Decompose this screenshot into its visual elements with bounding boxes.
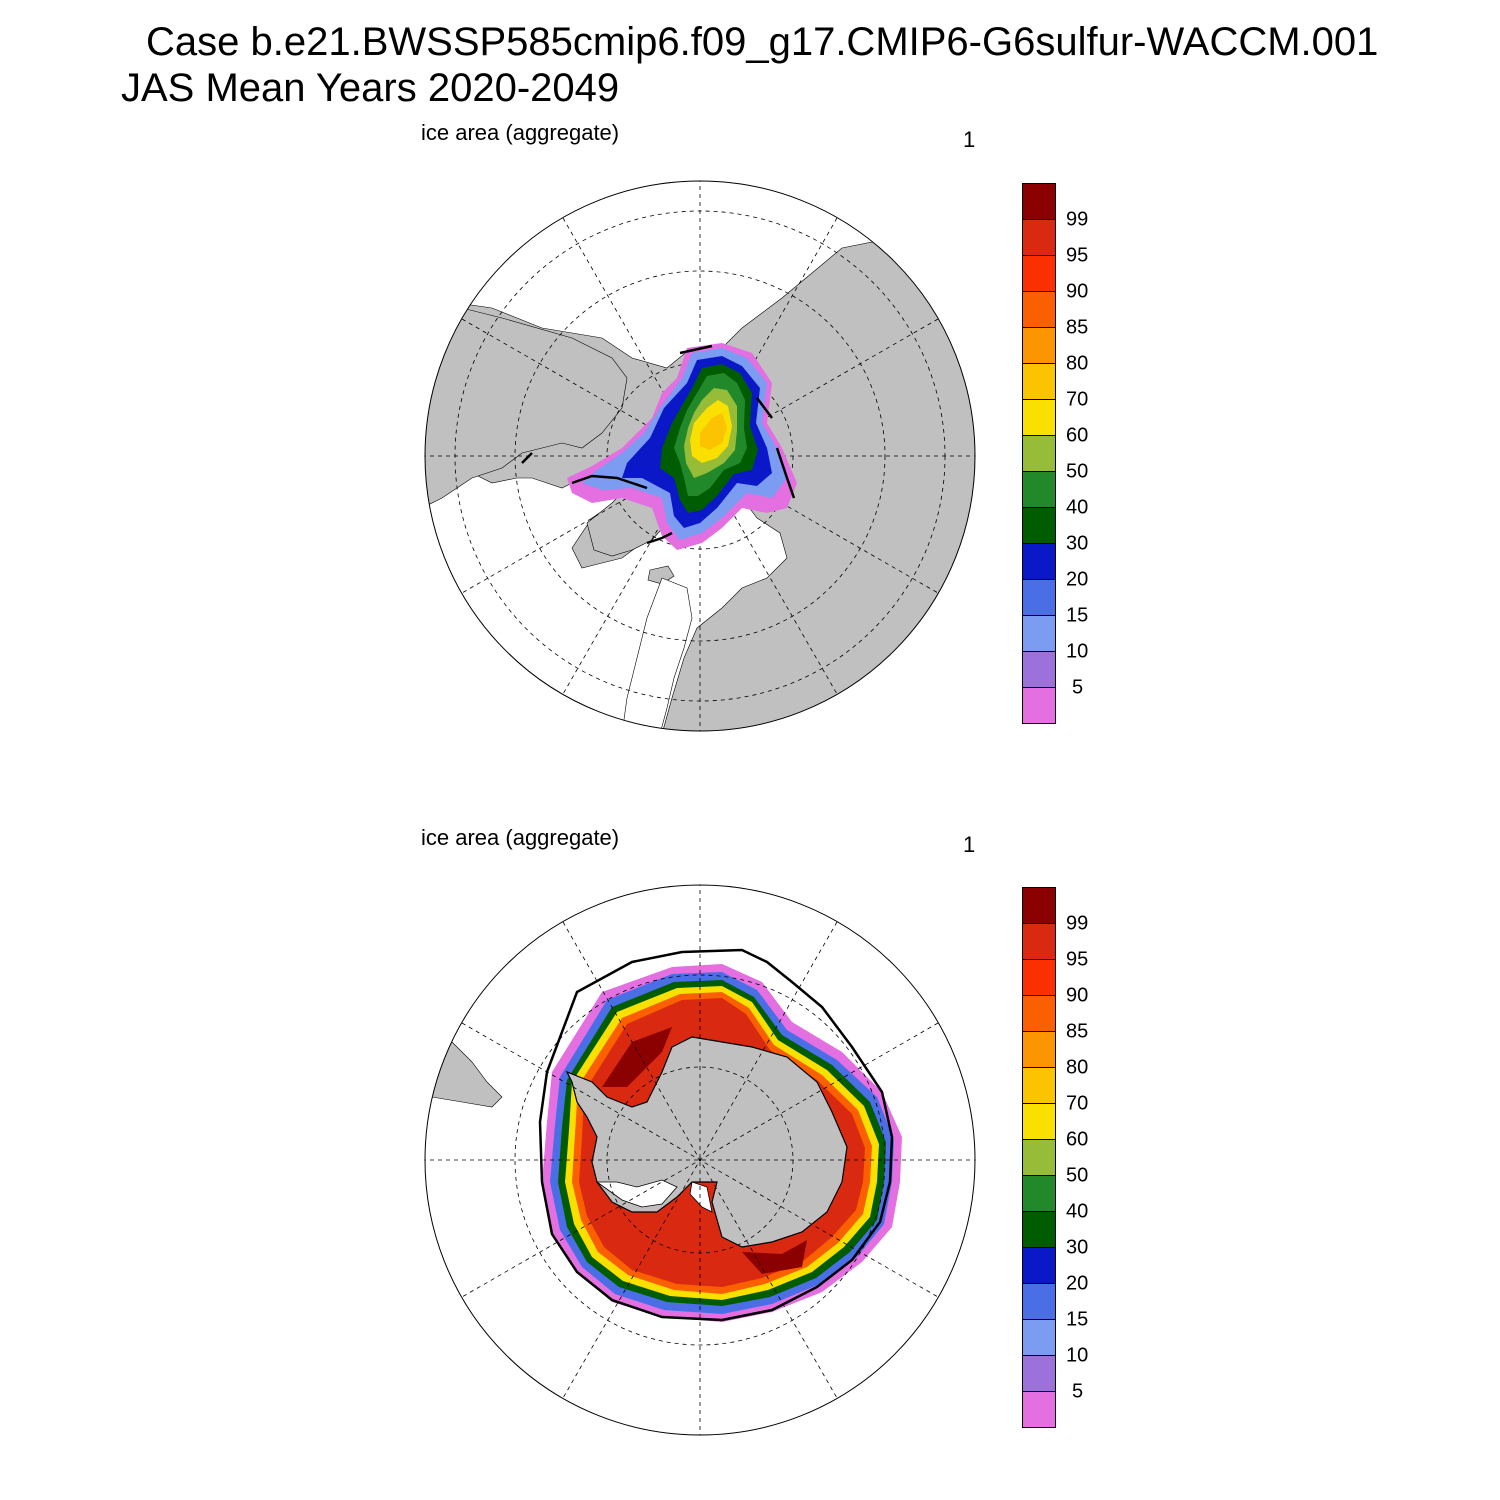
north-colorbar-box-0 [1022,687,1056,724]
south-colorbar-box-7 [1022,1139,1056,1176]
south-colorbar-box-14 [1022,887,1056,924]
south-colorbar-box-13 [1022,923,1056,960]
south-colorbar-box-4 [1022,1247,1056,1284]
north-sea-ice [567,343,797,550]
north-colorbar-box-12 [1022,255,1056,292]
south-map-border [424,884,976,1436]
south-colorbar-label: 20 [1066,1273,1088,1295]
north-colorbar-box-10 [1022,327,1056,364]
south-panel-right-label: 1 [963,832,976,857]
south-colorbar-box-10 [1022,1031,1056,1068]
north-colorbar-label: 99 [1066,209,1088,231]
north-colorbar-box-1 [1022,651,1056,688]
south-colorbar-label: 10 [1066,1345,1088,1367]
south-ice-shelf-ross [595,1179,678,1208]
north-colorbar-box-3 [1022,579,1056,616]
north-colorbar-box-5 [1022,507,1056,544]
south-colorbar-label: 15 [1066,1309,1088,1331]
north-polar-map [424,180,976,732]
north-colorbar-box-4 [1022,543,1056,580]
north-colorbar-label: 95 [1066,245,1088,267]
south-ice-edge-contour [538,948,894,1322]
north-colorbar-label: 80 [1066,353,1088,375]
south-colorbar-box-8 [1022,1103,1056,1140]
south-colorbar-label: 95 [1066,949,1088,971]
south-panel-left-label: ice area (aggregate) [421,825,620,850]
figure-title-line2: JAS Mean Years 2020-2049 [121,66,620,110]
south-colorbar-box-6 [1022,1175,1056,1212]
south-graticule [425,885,975,1435]
north-panel-left-label: ice area (aggregate) [421,120,620,145]
south-colorbar-label: 90 [1066,985,1088,1007]
south-colorbar-label: 80 [1066,1057,1088,1079]
north-colorbar-label: 5 [1072,677,1083,699]
north-colorbar-label: 40 [1066,497,1088,519]
north-graticule [425,181,975,731]
south-colorbar-label: 85 [1066,1021,1088,1043]
north-panel-right-label: 1 [963,127,976,152]
south-colorbar: 99 95 90 85 80 70 60 50 40 30 20 15 10 5 [1022,887,1088,1428]
north-colorbar-label: 70 [1066,389,1088,411]
south-colorbar-box-0 [1022,1391,1056,1428]
south-colorbar-box-3 [1022,1283,1056,1320]
north-colorbar: 99 95 90 85 80 70 60 50 40 30 20 15 10 5 [1022,183,1088,724]
south-colorbar-box-5 [1022,1211,1056,1248]
south-colorbar-label: 40 [1066,1201,1088,1223]
south-colorbar-label: 60 [1066,1129,1088,1151]
south-colorbar-label: 5 [1072,1381,1083,1403]
north-colorbar-label: 90 [1066,281,1088,303]
south-colorbar-label: 50 [1066,1165,1088,1187]
north-colorbar-label: 60 [1066,425,1088,447]
north-colorbar-box-14 [1022,183,1056,220]
north-colorbar-label: 50 [1066,461,1088,483]
north-colorbar-box-7 [1022,435,1056,472]
north-colorbar-label: 15 [1066,605,1088,627]
north-land-iceland [647,565,675,585]
south-colorbar-box-12 [1022,959,1056,996]
north-colorbar-box-6 [1022,471,1056,508]
south-colorbar-box-11 [1022,995,1056,1032]
north-colorbar-box-2 [1022,615,1056,652]
figure-title-line1: Case b.e21.BWSSP585cmip6.f09_g17.CMIP6-G… [146,20,1379,64]
north-colorbar-box-13 [1022,219,1056,256]
north-colorbar-box-8 [1022,399,1056,436]
north-land-scandinavia [621,577,693,731]
south-colorbar-label: 30 [1066,1237,1088,1259]
south-colorbar-box-2 [1022,1319,1056,1356]
north-map-border [424,180,976,732]
north-colorbar-box-9 [1022,363,1056,400]
north-ice-edge-contour [521,344,796,545]
north-colorbar-box-11 [1022,291,1056,328]
south-polar-map [424,884,976,1436]
north-colorbar-label: 10 [1066,641,1088,663]
north-colorbar-label: 20 [1066,569,1088,591]
north-colorbar-label: 30 [1066,533,1088,555]
south-ice-shelf-ronne [689,1181,713,1213]
south-colorbar-label: 99 [1066,913,1088,935]
south-colorbar-box-1 [1022,1355,1056,1392]
south-colorbar-box-9 [1022,1067,1056,1104]
north-colorbar-label: 85 [1066,317,1088,339]
south-colorbar-label: 70 [1066,1093,1088,1115]
